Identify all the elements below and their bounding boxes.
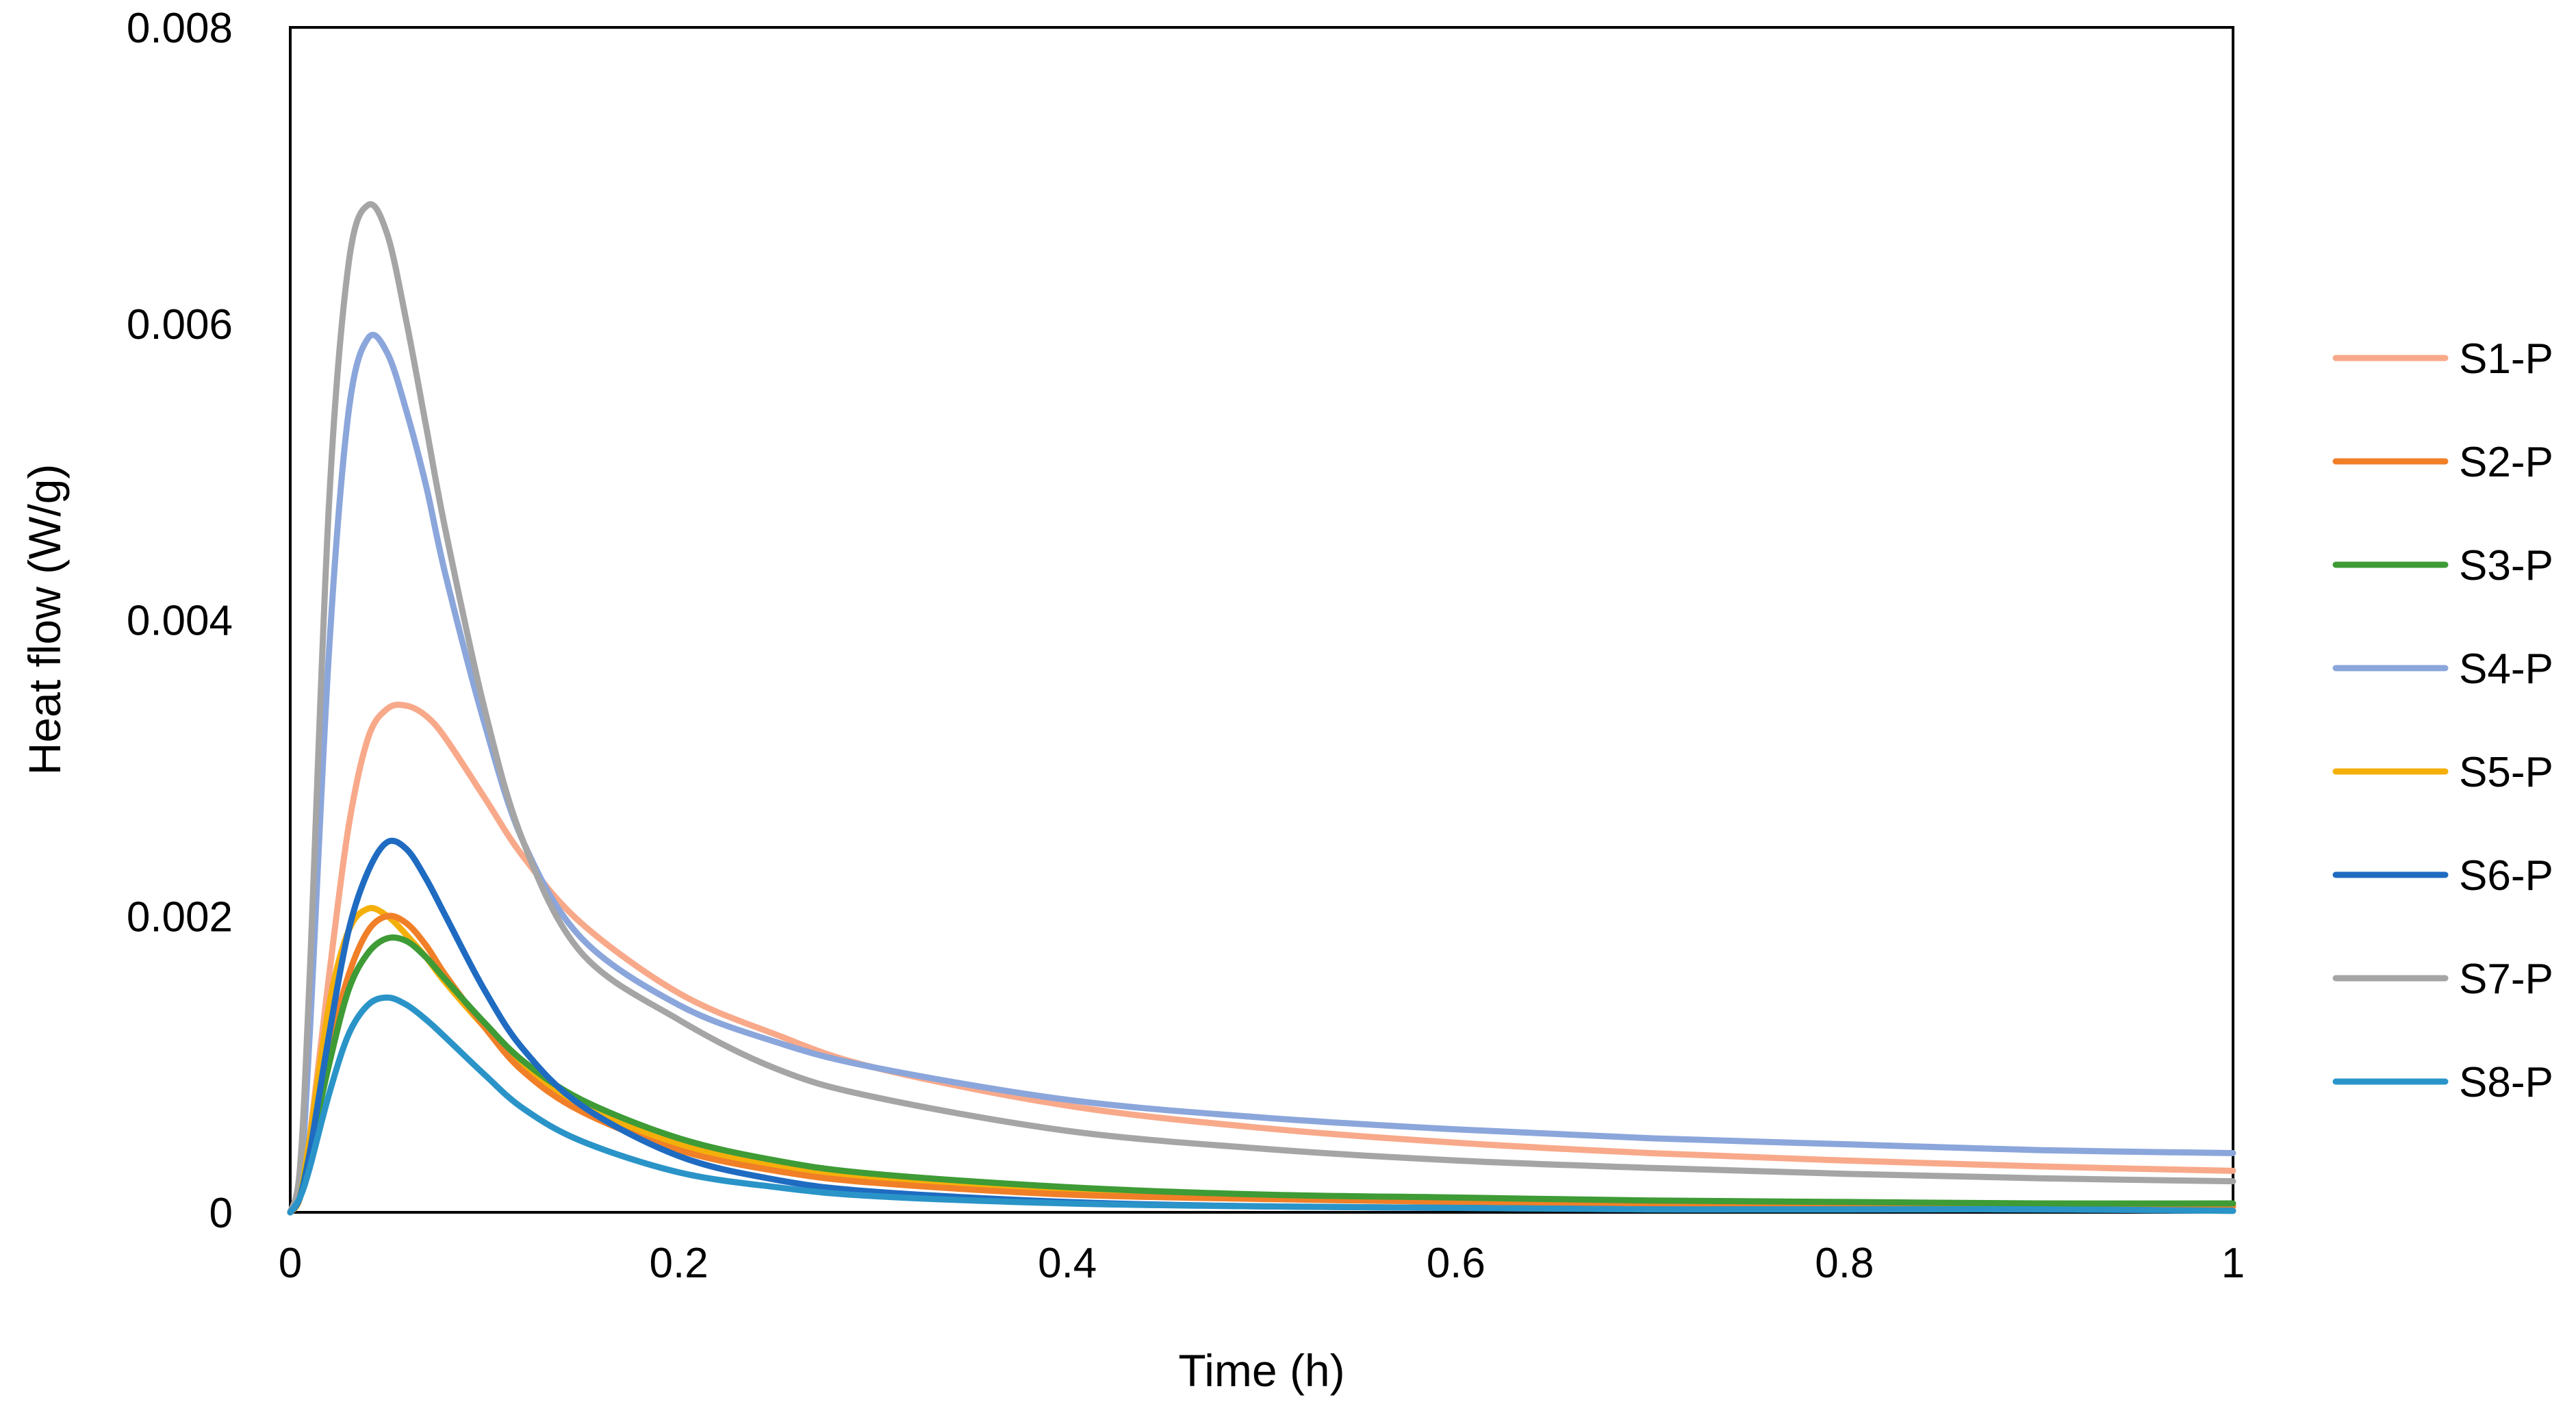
plot-area <box>289 26 2234 1214</box>
x-tick-label: 1 <box>2221 1240 2245 1287</box>
series-line-s3-p <box>287 934 2236 1216</box>
y-axis-title: Heat flow (W/g) <box>19 464 70 776</box>
x-tick-label: 0.4 <box>1038 1240 1097 1287</box>
legend-label-s6-p: S6-P <box>2459 852 2553 899</box>
legend-label-s8-p: S8-P <box>2459 1059 2553 1106</box>
y-tick-labels: 0 0.002 0.004 0.006 0.008 <box>127 5 233 1237</box>
series-line-s8-p <box>287 994 2236 1216</box>
y-tick-label: 0.002 <box>127 893 233 941</box>
legend-label-s1-p: S1-P <box>2459 335 2553 383</box>
series-line-s1-p <box>287 701 2236 1216</box>
legend-label-s5-p: S5-P <box>2459 749 2553 796</box>
legend: S1-P S2-P S3-P S4-P S5-P S6-P S7-P S8-P <box>2332 335 2553 1106</box>
series-line-s7-p <box>287 201 2236 1216</box>
legend-label-s3-p: S3-P <box>2459 542 2553 589</box>
legend-label-s7-p: S7-P <box>2459 956 2553 1003</box>
x-tick-label: 0.6 <box>1427 1240 1485 1287</box>
series-line-s4-p <box>287 331 2236 1216</box>
x-tick-labels: 0 0.2 0.4 0.6 0.8 1 <box>279 1240 2245 1287</box>
series-lines <box>287 201 2236 1216</box>
x-axis-title: Time (h) <box>1178 1345 1344 1396</box>
x-tick-label: 0 <box>279 1240 302 1287</box>
legend-label-s4-p: S4-P <box>2459 646 2553 693</box>
x-tick-label: 0.8 <box>1815 1240 1874 1287</box>
legend-label-s2-p: S2-P <box>2459 439 2553 486</box>
y-tick-label: 0 <box>209 1190 233 1237</box>
x-tick-label: 0.2 <box>649 1240 708 1287</box>
y-tick-label: 0.008 <box>127 5 233 52</box>
y-tick-label: 0.004 <box>127 598 233 645</box>
y-tick-label: 0.006 <box>127 301 233 348</box>
